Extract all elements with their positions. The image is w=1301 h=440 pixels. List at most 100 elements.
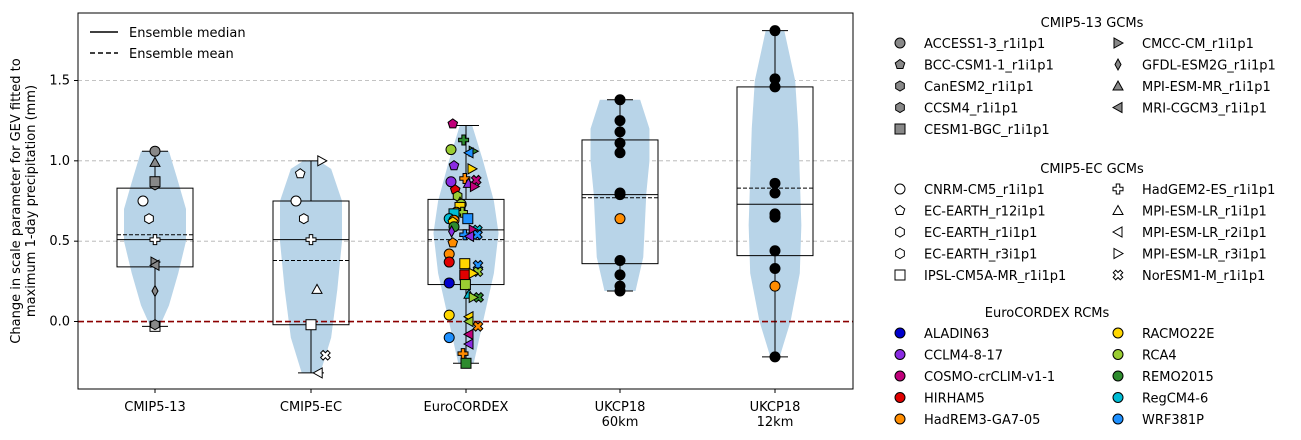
data-point-marker [1112, 183, 1124, 195]
data-point-marker [150, 319, 160, 331]
data-point-marker [149, 176, 161, 188]
data-point-marker [1111, 226, 1123, 238]
data-point-marker [894, 183, 906, 195]
data-point-marker [614, 285, 626, 297]
violin-CMIP5-EC [280, 160, 342, 373]
legend-entry-label: RegCM4-6 [1142, 392, 1208, 407]
legend-entry-label: NorESM1-M_r1i1p1 [1142, 269, 1265, 284]
data-point-marker [290, 195, 302, 207]
data-point-marker [1112, 413, 1124, 425]
data-point-marker [894, 349, 906, 360]
data-point-marker [462, 146, 474, 159]
data-point-marker [469, 180, 481, 193]
data-point-marker [298, 213, 309, 225]
y-tick-label: 0.5 [49, 234, 70, 249]
data-point-marker [447, 118, 459, 129]
data-point-marker [769, 211, 781, 223]
data-point-marker [467, 163, 479, 175]
legend-entry-label: WRF381P [1142, 413, 1204, 428]
data-point-marker [894, 204, 906, 216]
data-point-marker [614, 254, 626, 266]
legend-entry-label: CESM1-BGC_r1i1p1 [924, 123, 1050, 138]
legend-entry-label: MPI-ESM-LR_r1i1p1 [1142, 205, 1267, 220]
data-point-marker [148, 259, 160, 272]
y-tick-label: 1.5 [49, 73, 70, 88]
data-point-marker [445, 176, 457, 188]
legend-entry-label: GFDL-ESM2G_r1i1p1 [1142, 59, 1276, 74]
data-point-marker [614, 115, 626, 127]
data-point-marker [312, 367, 323, 379]
data-point-marker [769, 177, 781, 189]
data-point-marker [614, 137, 626, 149]
legend-entry-label: MPI-ESM-LR_r3i1p1 [1142, 248, 1267, 263]
data-point-marker [1112, 370, 1124, 382]
data-point-marker [305, 319, 317, 331]
legend-entry-label: RACMO22E [1142, 327, 1214, 342]
data-point-marker [448, 160, 460, 171]
data-point-marker [144, 213, 154, 225]
data-point-marker [311, 283, 323, 294]
data-point-marker [1112, 327, 1124, 339]
x-tick-label: CMIP5-EC [280, 400, 342, 415]
legend-entry-label: REMO2015 [1142, 370, 1214, 385]
data-point-marker [294, 168, 306, 179]
legend-title: CMIP5-13 GCMs [1041, 16, 1144, 31]
data-point-marker [149, 234, 161, 246]
data-point-marker [459, 269, 471, 281]
data-point-marker [895, 247, 905, 260]
data-point-marker [1112, 269, 1124, 281]
data-point-marker [894, 58, 906, 70]
data-point-marker [894, 370, 906, 382]
legend-entry-label: ACCESS1-3_r1i1p1 [924, 37, 1045, 52]
legend-entry-label: CCSM4_r1i1p1 [924, 102, 1018, 117]
data-point-marker [769, 351, 781, 363]
data-point-marker [471, 229, 483, 241]
data-point-marker [1114, 57, 1122, 72]
legend-entry-label: HadREM3-GA7-05 [924, 413, 1040, 428]
legend-entry-label: EC-EARTH_r12i1p1 [924, 205, 1046, 220]
plot-area: 0.0 0.5 1.0 1.5 CMIP5-13 CMIP5-EC EuroCORDEX UK… [9, 12, 854, 430]
data-point-marker [769, 262, 781, 274]
data-point-marker [769, 187, 781, 199]
data-point-marker [1113, 37, 1125, 49]
data-point-marker [447, 237, 459, 248]
legend-title: EuroCORDEX RCMs [985, 306, 1110, 321]
data-point-marker [319, 349, 331, 361]
legend-label: Ensemble median [129, 26, 246, 41]
data-point-marker [1112, 349, 1124, 360]
data-point-marker [894, 327, 906, 339]
legend-entry-label: MRI-CGCM3_r1i1p1 [1142, 102, 1267, 117]
legend-entry-label: MPI-ESM-LR_r2i1p1 [1142, 226, 1267, 241]
data-point-marker [894, 269, 906, 281]
data-point-marker [459, 229, 471, 241]
data-point-marker [443, 309, 455, 321]
data-point-marker [149, 145, 161, 157]
x-tick-label: 12km [757, 415, 794, 430]
data-point-marker [614, 147, 626, 159]
y-tick-label: 1.0 [49, 154, 70, 169]
data-point-marker [443, 256, 455, 268]
data-point-marker [769, 245, 781, 257]
data-point-marker [462, 213, 474, 225]
legend-entry-label: EC-EARTH_r1i1p1 [924, 226, 1037, 241]
data-point-marker [443, 332, 455, 344]
legend-entry-label: BCC-CSM1-1_r1i1p1 [924, 59, 1054, 74]
y-tick-label: 0.0 [49, 315, 70, 330]
data-point-marker [769, 280, 781, 292]
legend-entry-label: ALADIN63 [924, 327, 989, 342]
legend-panel: CMIP5-13 GCMs ACCESS1-3_r1i1p1 BCC-CSM1-1_… [894, 16, 1276, 428]
legend-label: Ensemble mean [129, 47, 234, 62]
x-tick-label: 60km [602, 415, 639, 430]
data-point-marker [1112, 204, 1124, 215]
data-point-marker [894, 392, 906, 403]
data-point-marker [462, 338, 474, 350]
data-point-marker [472, 320, 484, 332]
legend-entry-label: CanESM2_r1i1p1 [924, 80, 1034, 95]
data-point-marker [614, 189, 626, 201]
data-point-marker [1113, 247, 1125, 260]
legend-entry-label: IPSL-CM5A-MR_r1i1p1 [924, 269, 1066, 284]
data-point-marker [894, 37, 906, 49]
data-point-marker [894, 413, 906, 425]
data-point-marker [769, 25, 781, 37]
data-point-marker [614, 269, 626, 281]
